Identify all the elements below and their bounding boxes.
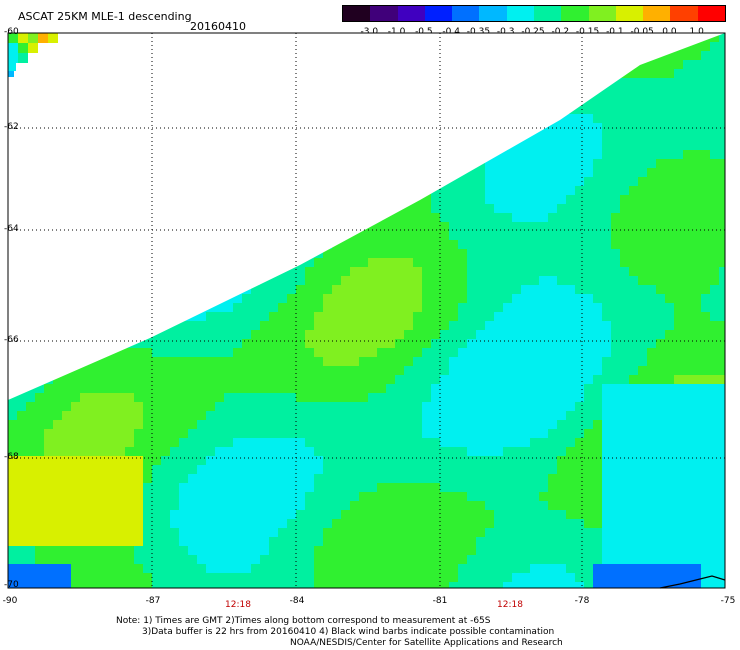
lat-label-66: -66 [4, 335, 19, 345]
colorbar-label: -0.05 [630, 27, 654, 37]
colorbar-swatch [561, 6, 589, 21]
lon-label-78: -78 [574, 596, 590, 606]
wind-map [7, 32, 726, 589]
colorbar-label: -0.25 [521, 27, 545, 37]
colorbar-swatch [479, 6, 507, 21]
colorbar-swatch [397, 6, 425, 21]
colorbar-label: 1.0 [689, 27, 704, 37]
colorbar-swatch [452, 6, 480, 21]
colorbar-swatch [424, 6, 453, 21]
footer-credit: NOAA/NESDIS/Center for Satellite Applica… [290, 638, 563, 648]
colorbar-swatch [615, 6, 644, 21]
plot-frame [7, 32, 726, 589]
map-title: ASCAT 25KM MLE-1 descending [18, 10, 192, 23]
lat-label-60: -60 [4, 27, 19, 37]
colorbar-label: -0.1 [606, 27, 624, 37]
colorbar-swatch [533, 6, 562, 21]
colorbar-swatch [697, 6, 725, 21]
colorbar-swatch [370, 6, 398, 21]
colorbar-label: 0.0 [662, 27, 677, 37]
colorbar-swatch [588, 6, 616, 21]
colorbar-label: -0.3 [496, 27, 515, 37]
lat-label-70: -70 [4, 580, 19, 590]
lon-label-81: -81 [432, 596, 448, 606]
map-date: 20160410 [190, 20, 246, 33]
colorbar-label: -0.4 [442, 27, 460, 37]
lat-label-64: -64 [4, 224, 19, 234]
colorbar-label: -0.15 [575, 27, 600, 37]
colorbar-labels: -3.0 -1.0 -0.5 -0.4 -0.35 -0.3 -0.25 -0.2 -0.15-… [322, 27, 740, 39]
lat-label-62: -62 [4, 122, 19, 132]
colorbar-swatch [643, 6, 671, 21]
colorbar-label: -0.2 [551, 27, 570, 37]
colorbar-swatch [506, 6, 534, 21]
lon-label-75: -75 [720, 596, 736, 606]
colorbar-label: -3.0 [360, 27, 379, 37]
time-label-left: 12:18 [225, 600, 251, 610]
coastline [659, 575, 726, 589]
colorbar-label: -0.35 [466, 27, 491, 37]
colorbar-swatch [670, 6, 698, 21]
colorbar-label: -1.0 [387, 27, 406, 37]
footer-note-2: 3)Data buffer is 22 hrs from 20160410 4)… [142, 627, 555, 637]
time-label-right: 12:18 [497, 600, 523, 610]
grid-lines [8, 33, 725, 588]
colorbar [342, 5, 726, 22]
lon-label-90: -90 [2, 596, 18, 606]
colorbar-swatch [343, 6, 371, 21]
lat-label-68: -68 [4, 452, 19, 462]
colorbar-label: -0.5 [415, 27, 433, 37]
corner-data-patch [8, 33, 58, 77]
lon-label-87: -87 [145, 596, 161, 606]
footer-note-1: Note: 1) Times are GMT 2)Times along bot… [116, 616, 491, 626]
lon-label-84: -84 [289, 596, 305, 606]
